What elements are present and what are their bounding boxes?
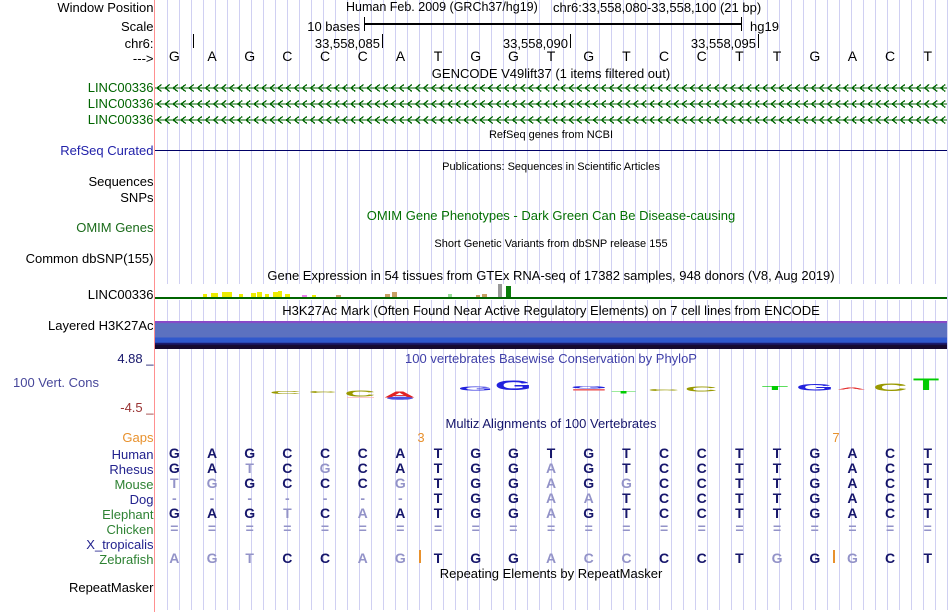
- svg-text:A: A: [837, 387, 867, 390]
- svg-text:C: C: [270, 390, 302, 395]
- svg-text:C: C: [345, 389, 376, 398]
- svg-text:C: C: [873, 382, 907, 394]
- svg-text:G: G: [495, 378, 532, 393]
- svg-text:T: T: [913, 375, 939, 394]
- svg-text:G: G: [796, 382, 834, 392]
- svg-text:A: A: [384, 390, 416, 400]
- svg-text:C: C: [685, 385, 718, 393]
- svg-text:C: C: [309, 390, 337, 393]
- svg-text:T: T: [611, 390, 636, 394]
- svg-text:G: G: [570, 385, 607, 389]
- svg-text:G: G: [458, 385, 493, 391]
- svg-text:C: C: [648, 389, 680, 391]
- svg-text:T: T: [762, 385, 789, 391]
